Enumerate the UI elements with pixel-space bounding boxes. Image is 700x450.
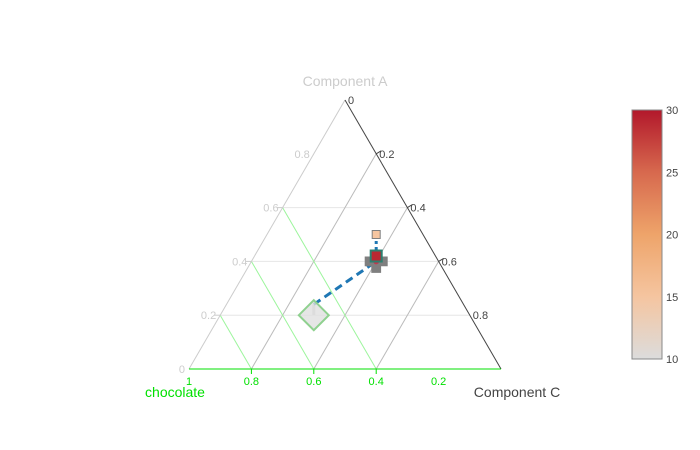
ternary-frame xyxy=(188,99,502,374)
tick-label-a: 0 xyxy=(179,364,185,376)
tick-label-c: 0.6 xyxy=(442,256,457,268)
tick-label-b: 0.6 xyxy=(306,376,321,388)
tick-label-b: 0.4 xyxy=(369,376,384,388)
gridline-b xyxy=(219,314,252,370)
tick-label-a: 0.8 xyxy=(295,149,310,161)
colorbar-tick-label: 20 xyxy=(666,230,678,242)
gridline-b xyxy=(250,261,315,370)
grid-layer xyxy=(219,153,470,370)
axis-a-title: Component A xyxy=(303,73,388,89)
gridline-c xyxy=(313,207,408,370)
axis-c-title: Component C xyxy=(474,384,560,400)
tick-label-a: 0.6 xyxy=(263,203,278,215)
gridline-c xyxy=(375,261,440,370)
tick-label-a: 0.2 xyxy=(201,310,216,322)
tick-label-b: 0.8 xyxy=(244,376,259,388)
colorbar-tick-label: 10 xyxy=(666,354,678,366)
axis-c-line xyxy=(344,99,502,370)
tick-label-a: 0.4 xyxy=(232,256,247,268)
tick-mark-c xyxy=(438,257,444,262)
colorbar-tick-label: 30 xyxy=(666,105,678,117)
tick-mark-c xyxy=(407,204,413,209)
tick-mark-c xyxy=(375,150,382,155)
marker-diamond xyxy=(297,298,331,332)
series-line-segment xyxy=(312,260,378,306)
tick-label-c: 0 xyxy=(348,95,354,107)
tick-label-c: 0.8 xyxy=(473,310,488,322)
tick-label-c: 0.2 xyxy=(379,149,394,161)
marker-square-small xyxy=(371,230,381,239)
colorbar-tick-label: 25 xyxy=(666,167,678,179)
series-layer xyxy=(297,230,388,332)
marker-square xyxy=(369,249,383,263)
colorbar-ticks: 10 15 20 25 30 xyxy=(666,105,678,366)
colorbar-gradient xyxy=(631,109,663,360)
gridline-b xyxy=(282,207,377,370)
tick-label-b: 0.2 xyxy=(431,376,446,388)
tick-labels: 0 0.2 0.4 0.6 0.8 1 0.8 0.6 0.4 0.2 0 0.2 0.4 0.6 0.8 xyxy=(179,95,488,388)
axis-a-line xyxy=(188,99,346,370)
axis-b-title: chocolate xyxy=(145,384,205,400)
tick-label-b: 1 xyxy=(186,376,192,388)
tick-label-c: 0.4 xyxy=(410,203,425,215)
colorbar: 10 15 20 25 30 xyxy=(631,105,678,366)
colorbar-tick-label: 15 xyxy=(666,292,678,304)
